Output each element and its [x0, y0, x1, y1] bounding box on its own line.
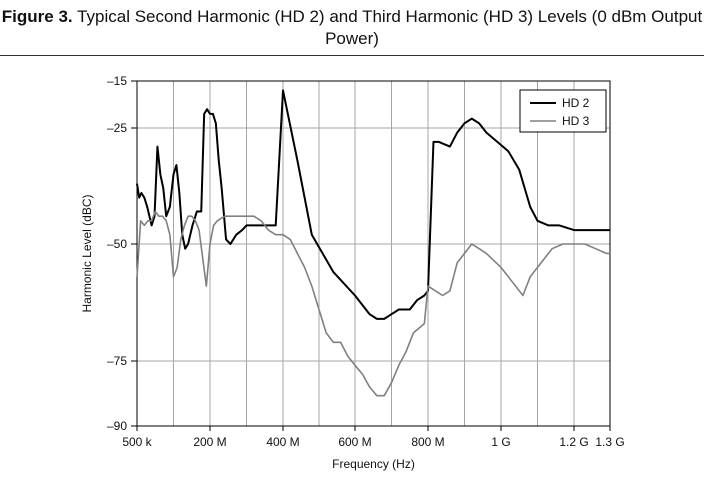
x-tick-label: 400 M — [266, 435, 299, 449]
x-tick-label: 800 M — [411, 435, 444, 449]
legend-box — [519, 89, 607, 133]
x-tick-label: 600 M — [338, 435, 371, 449]
figure-caption: Figure 3. Typical Second Harmonic (HD 2)… — [0, 6, 704, 50]
y-tick-label: –90 — [107, 419, 127, 433]
y-axis-label: Harmonic Level (dBC) — [80, 194, 94, 312]
x-tick-label: 500 k — [122, 435, 152, 449]
y-tick-label: –50 — [107, 237, 127, 251]
caption-divider — [0, 55, 704, 56]
y-tick-label: –75 — [107, 354, 127, 368]
plot-frame — [136, 80, 611, 427]
y-tick-label: –25 — [107, 121, 127, 135]
legend-label: HD 3 — [562, 114, 590, 128]
legend-label: HD 2 — [562, 96, 590, 110]
x-tick-label: 1.2 G — [559, 435, 588, 449]
series-line-hd2 — [136, 89, 610, 320]
figure-label: Figure 3. — [1, 7, 73, 26]
x-tick-label: 1.3 G — [595, 435, 624, 449]
figure-caption-text: Typical Second Harmonic (HD 2) and Third… — [77, 7, 703, 48]
x-tick-label: 200 M — [193, 435, 226, 449]
x-tick-label: 1 G — [491, 435, 510, 449]
y-tick-label: –15 — [107, 74, 127, 88]
series-line-hd3 — [136, 210, 610, 397]
x-axis-label: Frequency (Hz) — [332, 457, 415, 471]
